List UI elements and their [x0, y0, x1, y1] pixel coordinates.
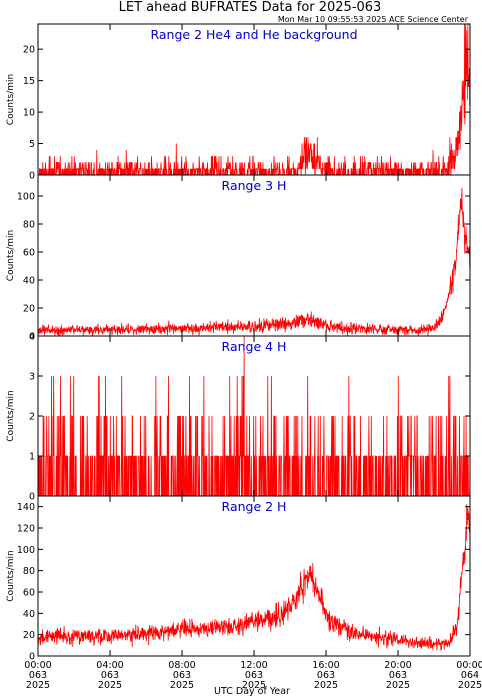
x-tick-label-year: 2025 — [242, 680, 266, 691]
x-tick-label-time: 00:00 — [24, 660, 51, 671]
plot-frame — [37, 174, 471, 337]
panel-1: 0 5 10 15 20 Range 2 He4 and He background Cou… — [6, 23, 471, 182]
series-line — [38, 336, 470, 496]
x-tick-label-time: 12:00 — [240, 660, 267, 671]
y-tick-label: 4 — [29, 332, 35, 343]
x-tick-label-year: 2025 — [386, 680, 410, 691]
plot-frame — [37, 495, 471, 657]
x-tick-label-doy: 063 — [245, 670, 263, 681]
y-tick-label: 20 — [23, 45, 35, 56]
y-tick-label: 10 — [23, 108, 35, 119]
panel-title: Range 2 H — [222, 499, 287, 514]
y-axis-label: Counts/min — [6, 390, 16, 441]
y-axis-label: Counts/min — [6, 230, 16, 281]
y-tick-label: 0 — [29, 492, 35, 503]
y-tick-label: 40 — [23, 276, 35, 287]
x-axis-labels: 00:00063202504:00063202508:00063202512:0… — [24, 660, 482, 691]
x-axis-title: UTC Day of Year — [214, 686, 290, 697]
y-tick-label: 100 — [17, 192, 35, 203]
y-tick-label: 0 — [29, 332, 35, 343]
series-line — [38, 504, 470, 651]
x-tick-label-doy: 063 — [173, 670, 191, 681]
series-line — [38, 24, 470, 175]
y-tick-label: 100 — [17, 545, 35, 556]
x-tick-label-year: 2025 — [458, 680, 482, 691]
y-axis-label: Counts/min — [6, 74, 16, 125]
y-tick-label: 140 — [17, 502, 35, 513]
timestamp: Mon Mar 10 09:55:53 2025 ACE Science Cen… — [278, 15, 469, 24]
y-tick-label: 15 — [23, 76, 35, 87]
x-tick-label-time: 00:00 — [456, 660, 482, 671]
y-tick-label: 0 — [29, 652, 35, 663]
x-tick-label-doy: 063 — [29, 670, 47, 681]
panel-4: 0 20 40 60 80 100 120 140 Range 2 H Counts/min — [6, 495, 471, 663]
y-tick-label: 1 — [29, 452, 35, 463]
panel-title: Range 3 H — [222, 178, 287, 193]
y-tick-label: 80 — [23, 220, 35, 231]
y-tick-label: 40 — [23, 609, 35, 620]
x-tick-label-doy: 063 — [389, 670, 407, 681]
plot-frame — [37, 23, 471, 176]
y-tick-label: 0 — [29, 171, 35, 182]
x-tick-label-time: 08:00 — [168, 660, 195, 671]
panel-title: Range 4 H — [222, 339, 287, 354]
y-tick-label: 5 — [29, 139, 35, 150]
y-tick-label: 20 — [23, 630, 35, 641]
y-tick-label: 2 — [29, 412, 35, 423]
y-tick-label: 80 — [23, 566, 35, 577]
x-tick-label-time: 16:00 — [312, 660, 339, 671]
panel-3: 0 1 2 3 4 Range 4 H Counts/min — [6, 332, 471, 503]
y-axis-label: Counts/min — [6, 550, 16, 601]
figure-title: LET ahead BUFRATES Data for 2025-063 — [119, 0, 382, 15]
y-tick-label: 120 — [17, 524, 35, 535]
y-tick-label: 60 — [23, 588, 35, 599]
y-tick-label: 20 — [23, 304, 35, 315]
x-tick-label-year: 2025 — [170, 680, 194, 691]
x-tick-label-doy: 064 — [461, 670, 479, 681]
x-tick-label-year: 2025 — [26, 680, 50, 691]
x-tick-label-time: 20:00 — [384, 660, 411, 671]
x-tick-label-year: 2025 — [98, 680, 122, 691]
panel-title: Range 2 He4 and He background — [150, 27, 357, 42]
x-tick-label-doy: 063 — [101, 670, 119, 681]
x-tick-label-time: 04:00 — [96, 660, 123, 671]
x-tick-label-year: 2025 — [314, 680, 338, 691]
series-line — [38, 187, 470, 336]
y-tick-label: 3 — [29, 372, 35, 383]
x-tick-label-doy: 063 — [317, 670, 335, 681]
y-tick-label: 60 — [23, 248, 35, 259]
